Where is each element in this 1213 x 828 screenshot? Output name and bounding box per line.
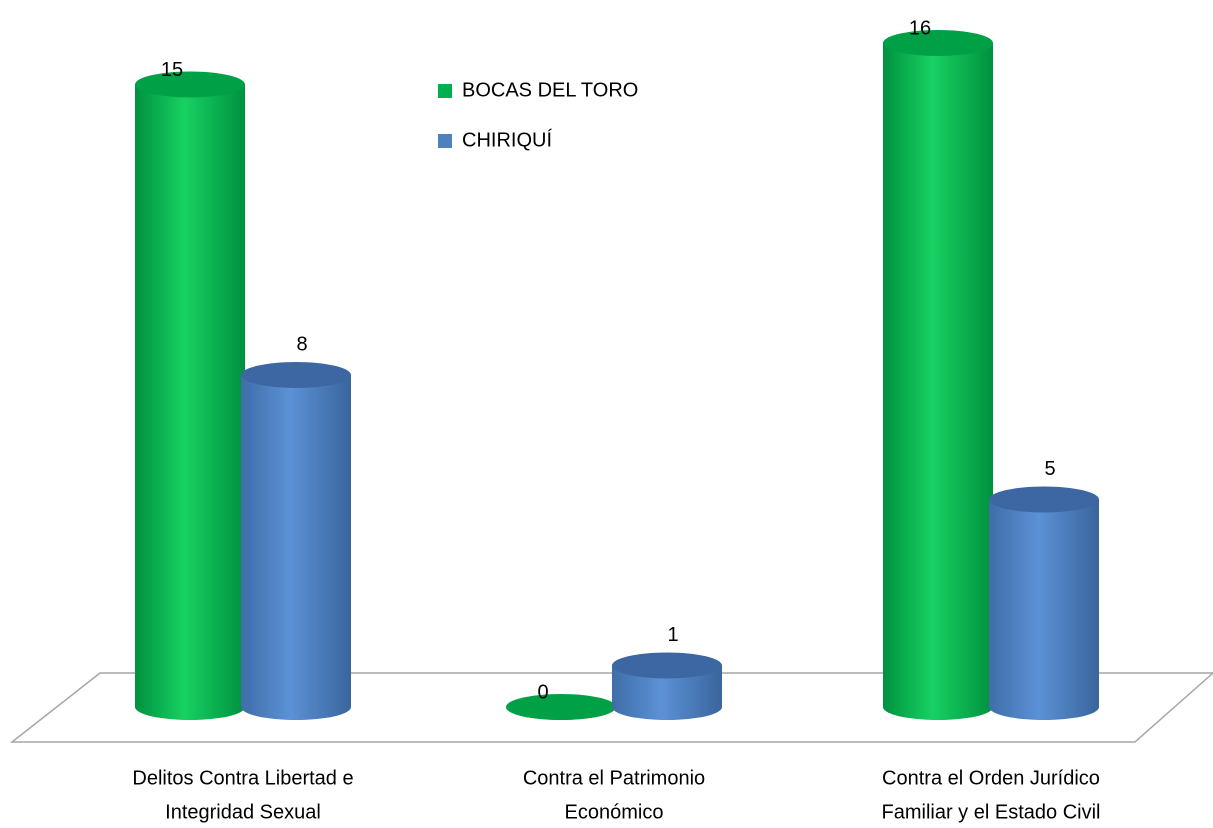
cylinder-part bbox=[883, 43, 993, 720]
legend-label: CHIRIQUÍ bbox=[462, 128, 552, 151]
x-tick-label: Contra el Patrimonio bbox=[523, 767, 705, 789]
cylinder-part bbox=[506, 694, 616, 720]
cylinder bbox=[612, 652, 722, 720]
value-label: 16 bbox=[909, 17, 931, 39]
cylinder bbox=[135, 71, 245, 720]
cylinder-part bbox=[989, 486, 1099, 513]
cylinder bbox=[506, 694, 616, 720]
cylinder-part bbox=[612, 652, 722, 679]
x-tick-label: Económico bbox=[565, 801, 664, 823]
value-label: 1 bbox=[667, 624, 678, 646]
cylinder-part bbox=[241, 362, 351, 388]
x-tick-label: Integridad Sexual bbox=[165, 801, 321, 823]
x-tick-label: Delitos Contra Libertad e bbox=[132, 767, 353, 789]
x-tick-label: Contra el Orden Jurídico bbox=[882, 767, 1100, 789]
cylinder bbox=[241, 362, 351, 720]
cylinder bbox=[883, 30, 993, 720]
cylinder-part bbox=[989, 499, 1099, 720]
cylinder bbox=[989, 486, 1099, 720]
legend-swatch bbox=[438, 84, 452, 98]
cylinder-part bbox=[241, 375, 351, 720]
legend-label: BOCAS DEL TORO bbox=[462, 79, 638, 101]
cylinder-part bbox=[135, 84, 245, 720]
value-label: 8 bbox=[296, 333, 307, 355]
cylinder-part bbox=[135, 71, 245, 98]
x-tick-label: Familiar y el Estado Civil bbox=[882, 801, 1101, 823]
value-label: 5 bbox=[1044, 458, 1055, 480]
legend-swatch bbox=[438, 134, 452, 148]
floor bbox=[9, 672, 1213, 743]
value-label: 15 bbox=[161, 59, 183, 81]
cylinder-part bbox=[612, 665, 722, 720]
cylinder-part bbox=[883, 30, 993, 56]
value-label: 0 bbox=[537, 681, 548, 703]
